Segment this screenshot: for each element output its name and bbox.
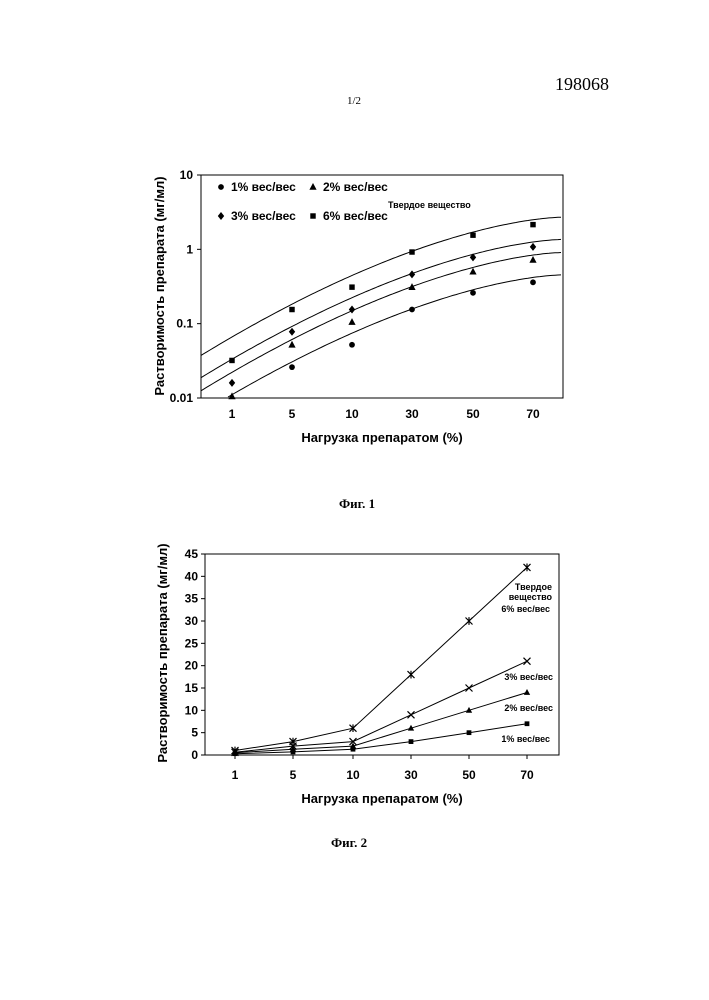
annotation-1: Твердое вещество bbox=[388, 200, 471, 210]
data-point-1 bbox=[348, 318, 356, 325]
data-point-1 bbox=[469, 267, 477, 275]
data-point-1 bbox=[228, 392, 236, 400]
x-axis-label-1: Нагрузка препаратом (%) bbox=[301, 430, 462, 445]
y-tick-label-1: 0.01 bbox=[170, 391, 194, 405]
data-point-1 bbox=[288, 340, 296, 348]
data-point-1 bbox=[470, 289, 476, 296]
data-point-1 bbox=[348, 305, 356, 314]
data-point-1 bbox=[229, 357, 235, 364]
legend-label-1: 2% вес/вес bbox=[323, 180, 388, 194]
x-tick-label-1: 1 bbox=[229, 407, 236, 421]
data-point-1 bbox=[289, 306, 295, 313]
data-point-1 bbox=[530, 279, 536, 286]
data-point-1 bbox=[408, 283, 416, 290]
data-point-1 bbox=[529, 255, 537, 263]
x-tick-label-1: 30 bbox=[405, 407, 419, 421]
y-tick-label-1: 10 bbox=[180, 168, 194, 182]
page-number: 1/2 bbox=[347, 95, 362, 107]
data-point-1 bbox=[349, 341, 355, 348]
x-tick-label-1: 10 bbox=[345, 407, 359, 421]
data-point-1 bbox=[529, 242, 537, 251]
legend-marker-1 bbox=[310, 213, 316, 219]
fit-curve-1 bbox=[200, 216, 562, 356]
data-point-1 bbox=[228, 378, 236, 387]
data-point-1 bbox=[469, 253, 477, 262]
y-axis-label-1: Растворимость препарата (мг/мл) bbox=[152, 176, 167, 395]
legend-label-1: 1% вес/вес bbox=[231, 180, 296, 194]
data-point-1 bbox=[409, 306, 415, 313]
plot-frame-1 bbox=[200, 174, 564, 399]
x-tick-label-1: 50 bbox=[466, 407, 480, 421]
legend-marker-1 bbox=[217, 212, 225, 220]
legend-label-1: 6% вес/вес bbox=[323, 209, 388, 223]
data-point-1 bbox=[470, 232, 476, 238]
data-point-1 bbox=[530, 221, 536, 228]
legend-marker-1 bbox=[309, 183, 317, 190]
figure-2-caption: Фиг. 2 bbox=[331, 835, 368, 850]
x-tick-label-1: 5 bbox=[289, 407, 296, 421]
data-point-1 bbox=[349, 284, 355, 290]
data-point-1 bbox=[289, 364, 295, 371]
fit-curve-1 bbox=[200, 238, 562, 379]
x-tick-label-1: 70 bbox=[526, 407, 540, 421]
data-point-1 bbox=[288, 327, 296, 336]
figure-1-caption: Фиг. 1 bbox=[339, 496, 376, 511]
y-tick-label-1: 1 bbox=[186, 242, 193, 256]
data-point-1 bbox=[408, 270, 416, 279]
legend-marker-1 bbox=[218, 184, 224, 190]
legend-label-1: 3% вес/вес bbox=[231, 209, 296, 223]
data-point-1 bbox=[409, 249, 415, 255]
fit-curve-1 bbox=[200, 252, 562, 392]
document-number: 198068 bbox=[555, 74, 609, 94]
y-tick-label-1: 0.1 bbox=[176, 317, 193, 331]
fit-curve-1 bbox=[227, 274, 562, 398]
